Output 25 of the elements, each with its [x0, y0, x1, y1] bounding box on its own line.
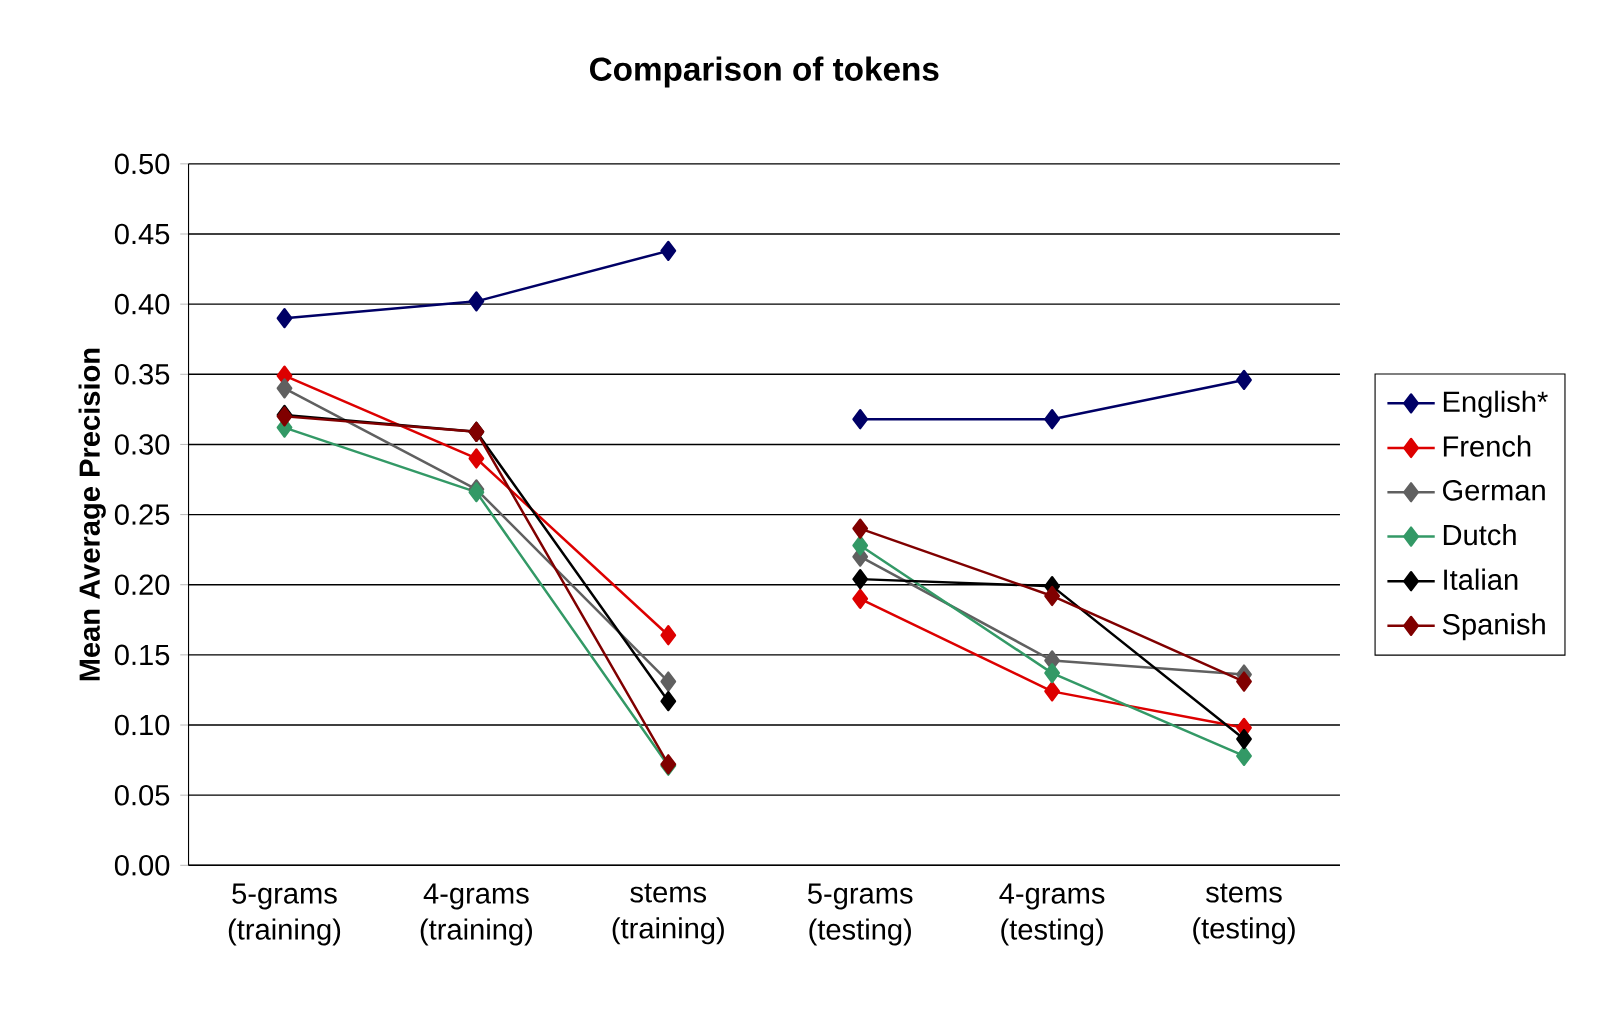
x-tick-label: 4-grams (testing) — [999, 883, 1105, 946]
y-tick-label: 0.30 — [114, 434, 170, 455]
y-tick-label: 0.50 — [114, 153, 170, 175]
y-tick-label: 0.25 — [114, 504, 170, 525]
y-tick-label: 0.45 — [114, 223, 170, 245]
legend-label: Dutch — [1443, 523, 1516, 546]
x-tick-label: stems (training) — [612, 883, 724, 945]
legend-label: French — [1443, 435, 1531, 457]
legend-label: English* — [1443, 390, 1548, 418]
x-tick-label: stems (testing) — [1193, 883, 1295, 945]
x-tick-label: 4-grams (training) — [420, 883, 532, 946]
y-tick-label: 0.20 — [114, 574, 170, 596]
y-tick-label: 0.05 — [114, 784, 170, 806]
x-tick-label: 5-grams (testing) — [808, 883, 913, 946]
x-tick-label: 5-grams (training) — [228, 883, 341, 946]
y-tick-label: 0.15 — [114, 644, 170, 666]
y-axis-title: Mean Average Precision — [78, 348, 106, 681]
chart-title: Comparison of tokens — [589, 56, 939, 88]
legend-label: German — [1443, 480, 1545, 501]
legend-label: Spanish — [1442, 613, 1545, 641]
y-tick-label: 0.35 — [114, 364, 170, 385]
y-tick-label: 0.00 — [114, 855, 170, 876]
legend-label: Italian — [1444, 568, 1518, 591]
y-tick-label: 0.10 — [114, 714, 170, 736]
y-tick-label: 0.40 — [114, 293, 170, 315]
